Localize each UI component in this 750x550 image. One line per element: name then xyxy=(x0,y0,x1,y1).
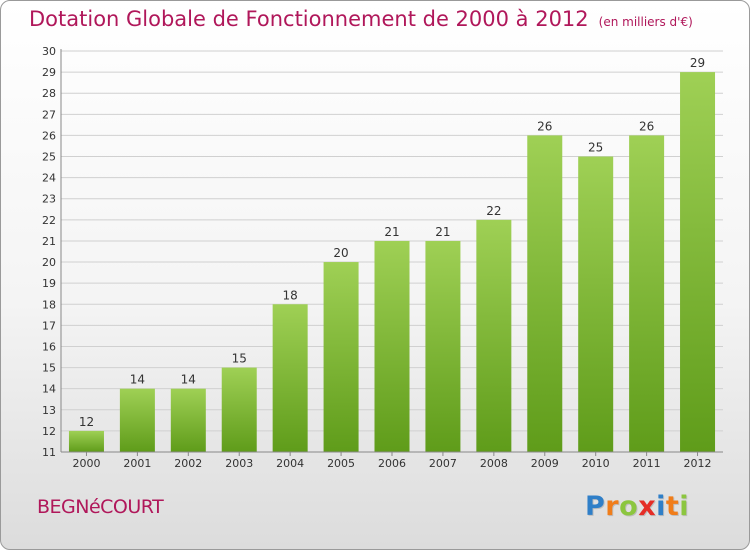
bar xyxy=(476,219,512,452)
town-name: BEGNéCOURT xyxy=(37,496,164,518)
logo-letter: r xyxy=(605,491,620,522)
y-tick-label: 24 xyxy=(42,172,56,185)
chart-title: Dotation Globale de Fonctionnement de 20… xyxy=(29,7,693,31)
logo-letter: i xyxy=(679,491,690,522)
logo-letter: i xyxy=(656,491,666,522)
y-tick-label: 29 xyxy=(42,66,56,79)
bars xyxy=(68,72,716,453)
bar xyxy=(272,304,308,452)
bar xyxy=(119,388,155,452)
bar-value-label: 12 xyxy=(79,415,94,429)
y-tick-label: 15 xyxy=(42,362,56,375)
bar xyxy=(680,72,716,453)
bar xyxy=(527,135,563,452)
logo-letter: t xyxy=(665,491,680,522)
proxiti-logo: Proxiti xyxy=(585,491,689,522)
bar-value-label: 21 xyxy=(384,225,399,239)
y-tick-label: 20 xyxy=(42,256,56,269)
y-tick-label: 28 xyxy=(42,87,56,100)
logo-letter: x xyxy=(638,491,657,522)
y-tick-label: 16 xyxy=(42,340,56,353)
bar-value-label: 15 xyxy=(232,352,247,366)
logo-letter: o xyxy=(619,491,639,522)
logo-letter: P xyxy=(585,491,606,522)
bar xyxy=(170,388,206,452)
y-tick-label: 25 xyxy=(42,151,56,164)
x-tick-label: 2006 xyxy=(378,457,406,470)
bar-value-label: 26 xyxy=(639,119,654,133)
x-tick-label: 2011 xyxy=(633,457,661,470)
chart-title-text: Dotation Globale de Fonctionnement de 20… xyxy=(29,7,589,31)
chart-subtitle: (en milliers d'€) xyxy=(598,15,693,29)
x-tick-label: 2002 xyxy=(174,457,202,470)
y-tick-label: 12 xyxy=(42,425,56,438)
bar xyxy=(425,240,461,452)
y-tick-label: 11 xyxy=(42,446,56,459)
y-tick-label: 30 xyxy=(42,45,56,58)
bar-value-label: 26 xyxy=(537,119,552,133)
bar-value-label: 20 xyxy=(333,246,348,260)
y-tick-label: 17 xyxy=(42,319,56,332)
bar xyxy=(323,262,359,452)
bar-value-label: 25 xyxy=(588,141,603,155)
bar-value-label: 14 xyxy=(130,373,145,387)
x-tick-label: 2010 xyxy=(582,457,610,470)
x-tick-label: 2003 xyxy=(225,457,253,470)
bar xyxy=(629,135,665,452)
bar-value-label: 18 xyxy=(283,288,298,302)
bar-value-label: 21 xyxy=(435,225,450,239)
y-tick-label: 23 xyxy=(42,193,56,206)
x-tick-label: 2007 xyxy=(429,457,457,470)
bar xyxy=(374,240,410,452)
x-tick-label: 2000 xyxy=(72,457,100,470)
x-tick-label: 2009 xyxy=(531,457,559,470)
y-tick-label: 13 xyxy=(42,404,56,417)
bar-value-label: 14 xyxy=(181,373,196,387)
y-tick-label: 22 xyxy=(42,214,56,227)
y-tick-label: 19 xyxy=(42,277,56,290)
x-tick-label: 2001 xyxy=(123,457,151,470)
x-tick-label: 2008 xyxy=(480,457,508,470)
bar xyxy=(221,367,257,452)
bar-value-label: 29 xyxy=(690,56,705,70)
bar xyxy=(68,430,104,452)
bar xyxy=(578,156,614,453)
axes: 11 12 13 14 15 16 17 18 19 20 21 22 23 24 25 26 27 28 29 30… xyxy=(42,45,723,470)
y-tick-label: 26 xyxy=(42,129,56,142)
value-labels: 12 14 14 15 18 20 21 21 22 26 25 26 29 xyxy=(79,56,705,429)
y-tick-label: 18 xyxy=(42,298,56,311)
x-tick-label: 2004 xyxy=(276,457,304,470)
y-tick-label: 27 xyxy=(42,108,56,121)
y-tick-label: 21 xyxy=(42,235,56,248)
x-tick-label: 2005 xyxy=(327,457,355,470)
x-tick-label: 2012 xyxy=(684,457,712,470)
bar-value-label: 22 xyxy=(486,204,501,218)
y-tick-label: 14 xyxy=(42,383,56,396)
